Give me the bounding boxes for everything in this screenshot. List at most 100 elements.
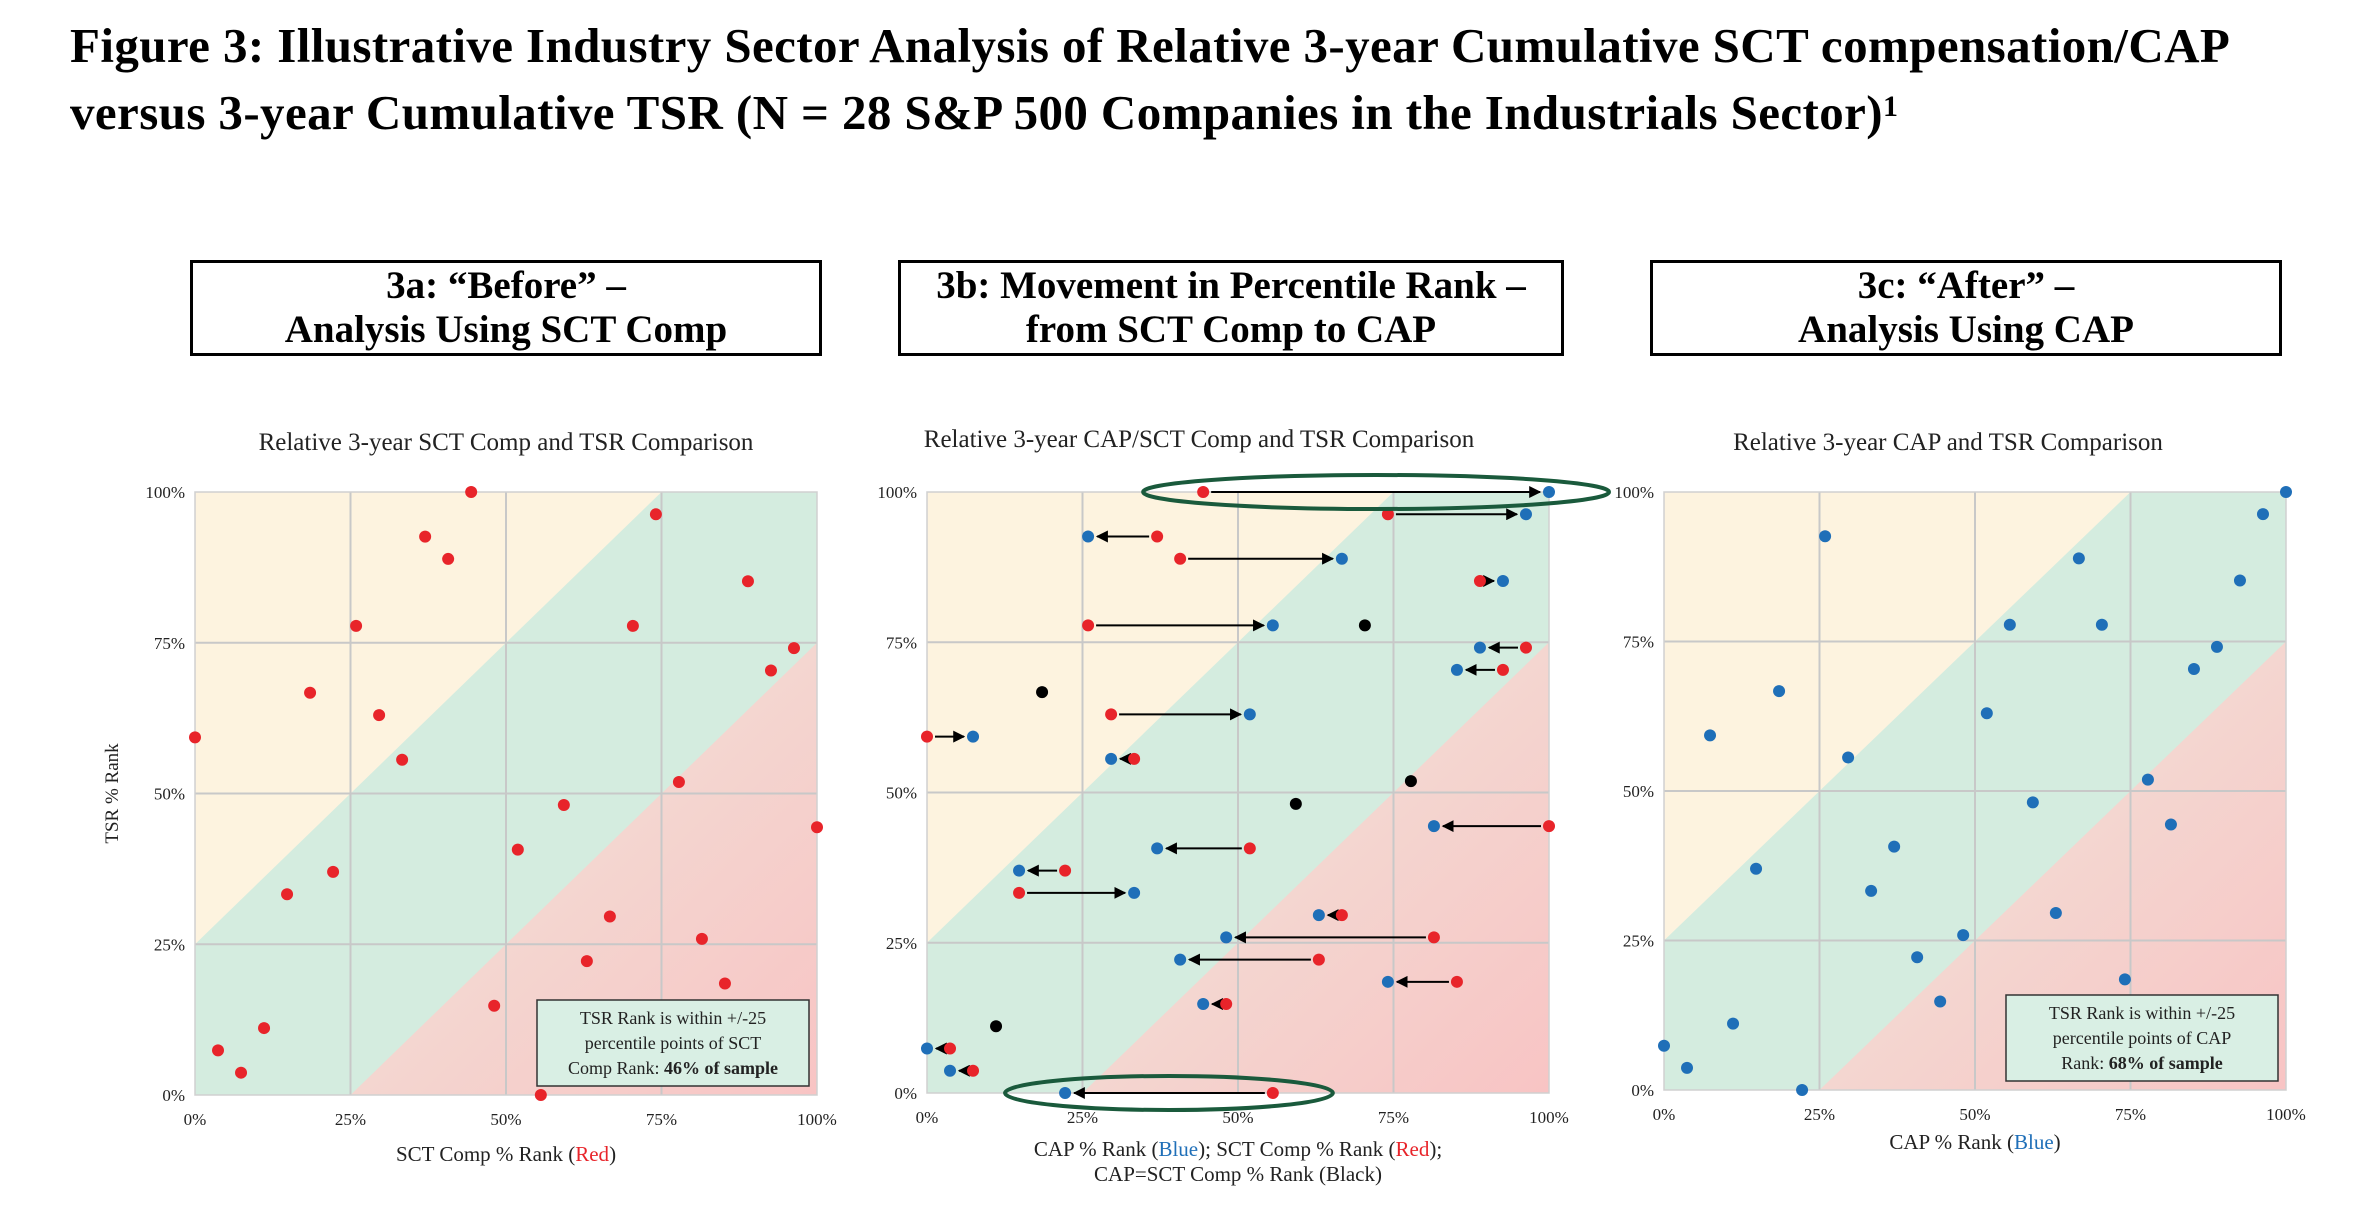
annotation-line3-bold: 46% of sample (664, 1058, 778, 1078)
red-point (419, 530, 432, 543)
x-axis-label: SCT Comp % Rank (Red) (396, 1142, 616, 1166)
blue-point (1151, 842, 1164, 855)
blue-point (1704, 729, 1717, 742)
blue-point (1381, 975, 1394, 988)
red-point (672, 776, 685, 789)
annotation-line3-text: Rank: (2061, 1053, 2109, 1073)
annotation-line3: Rank: 68% of sample (2061, 1053, 2223, 1073)
chart-1-grid (194, 491, 818, 1096)
x-tick-label: 25% (1067, 1108, 1098, 1127)
red-point (1335, 909, 1348, 922)
y-tick-label: 50% (1623, 782, 1654, 801)
panel-header-3a-line2: Analysis Using SCT Comp (284, 308, 728, 351)
blue-point (2049, 906, 2062, 919)
x-axis-label-part: Blue (1158, 1137, 1198, 1161)
annotation-line2: percentile points of SCT (585, 1033, 761, 1053)
red-point (1151, 530, 1164, 543)
panel-header-3c-line1: 3c: “After” – (1857, 264, 2075, 307)
y-tick-label: 75% (886, 633, 917, 652)
blue-point (1658, 1039, 1670, 1052)
y-tick-label: 0% (162, 1086, 185, 1105)
x-tick-label: 100% (797, 1110, 837, 1129)
y-tick-label: 50% (154, 785, 185, 804)
red-point (304, 686, 317, 699)
red-point (488, 999, 501, 1012)
blue-point (2210, 640, 2223, 653)
panel-header-3a: 3a: “Before” – Analysis Using SCT Comp (190, 260, 822, 356)
panel-header-3b-line1: 3b: Movement in Percentile Rank – (936, 264, 1526, 307)
blue-point (1243, 708, 1256, 721)
red-point (1082, 619, 1095, 632)
blue-point (1128, 886, 1141, 899)
chart-title: Relative 3-year CAP/SCT Comp and TSR Com… (924, 426, 1475, 453)
annotation-box: TSR Rank is within +/-25 percentile point… (2005, 994, 2279, 1082)
blue-point (1750, 862, 1763, 875)
red-point (465, 486, 478, 498)
blue-point (1450, 663, 1463, 676)
blue-point (1681, 1061, 1694, 1074)
chart-title: Relative 3-year CAP and TSR Comparison (1733, 429, 2163, 456)
red-point (1243, 842, 1256, 855)
red-point (649, 508, 662, 521)
blue-point (1174, 953, 1187, 966)
red-point (327, 865, 340, 878)
y-tick-label: 50% (886, 784, 917, 803)
annotation-line3: Comp Rank: 46% of sample (568, 1058, 778, 1078)
blue-point (1220, 931, 1233, 944)
annotation-line2: percentile points of CAP (2053, 1028, 2231, 1048)
chart-3: 0% 25% 50% 75% 100% 0% 25% 50% 75% 100% Relative 3… (1614, 429, 2306, 1154)
y-tick-label: 75% (154, 634, 185, 653)
y-tick-label: 100% (145, 483, 185, 502)
red-point (1128, 752, 1141, 765)
x-axis-label-part: ) (2054, 1130, 2061, 1154)
y-tick-label: 0% (894, 1084, 917, 1103)
x-tick-label: 100% (1529, 1108, 1569, 1127)
black-point (1358, 619, 1371, 632)
blue-point (2095, 618, 2108, 631)
y-tick-label: 100% (1614, 483, 1654, 502)
black-point (1036, 686, 1049, 699)
highlight-ellipse (1141, 473, 1611, 511)
blue-point (2026, 796, 2039, 809)
x-axis-label: CAP % Rank (Blue) (1889, 1130, 2060, 1154)
blue-point (2233, 574, 2246, 587)
y-tick-label: 25% (154, 935, 185, 954)
x-tick-label: 75% (1378, 1108, 1409, 1127)
black-point (990, 1020, 1003, 1033)
blue-point (1543, 486, 1555, 498)
blue-point (1796, 1084, 1809, 1096)
annotation-frame (2005, 994, 2279, 1082)
blue-point (2141, 773, 2154, 786)
blue-point (2256, 508, 2269, 521)
blue-point (1059, 1087, 1072, 1099)
y-tick-label: 100% (877, 483, 917, 502)
figure-title: Figure 3: Illustrative Industry Sector A… (70, 12, 2330, 146)
x-axis-label-part: CAP % Rank ( (1034, 1137, 1159, 1161)
blue-point (967, 730, 980, 743)
red-point (1381, 508, 1394, 521)
red-point (1266, 1087, 1279, 1099)
annotation-frame (536, 999, 810, 1087)
band-lower (350, 642, 817, 1095)
x-axis-label-line2: CAP=SCT Comp % Rank (Black) (1094, 1162, 1382, 1186)
y-tick-label: 25% (1623, 932, 1654, 951)
panel-header-3a-line1: 3a: “Before” – (386, 264, 626, 307)
blue-point (1888, 840, 1901, 853)
y-axis-label: TSR % Rank (102, 743, 123, 844)
red-point (350, 619, 363, 632)
panel-header-3b-line2: from SCT Comp to CAP (1025, 308, 1437, 351)
blue-point (1013, 864, 1026, 877)
blue-point (2164, 818, 2177, 831)
x-tick-label: 50% (1959, 1105, 1990, 1124)
blue-point (1335, 552, 1348, 565)
blue-point (921, 1042, 933, 1055)
blue-point (1819, 530, 1832, 543)
x-axis-label-part: ); SCT Comp % Rank ( (1198, 1137, 1395, 1161)
blue-point (1197, 998, 1210, 1011)
red-point (235, 1066, 248, 1079)
figure-title-footnote: 1 (1883, 90, 1899, 123)
red-point (396, 753, 409, 766)
x-axis-label-part: Blue (2014, 1130, 2054, 1154)
black-point (1289, 797, 1302, 810)
blue-point (1773, 685, 1786, 698)
